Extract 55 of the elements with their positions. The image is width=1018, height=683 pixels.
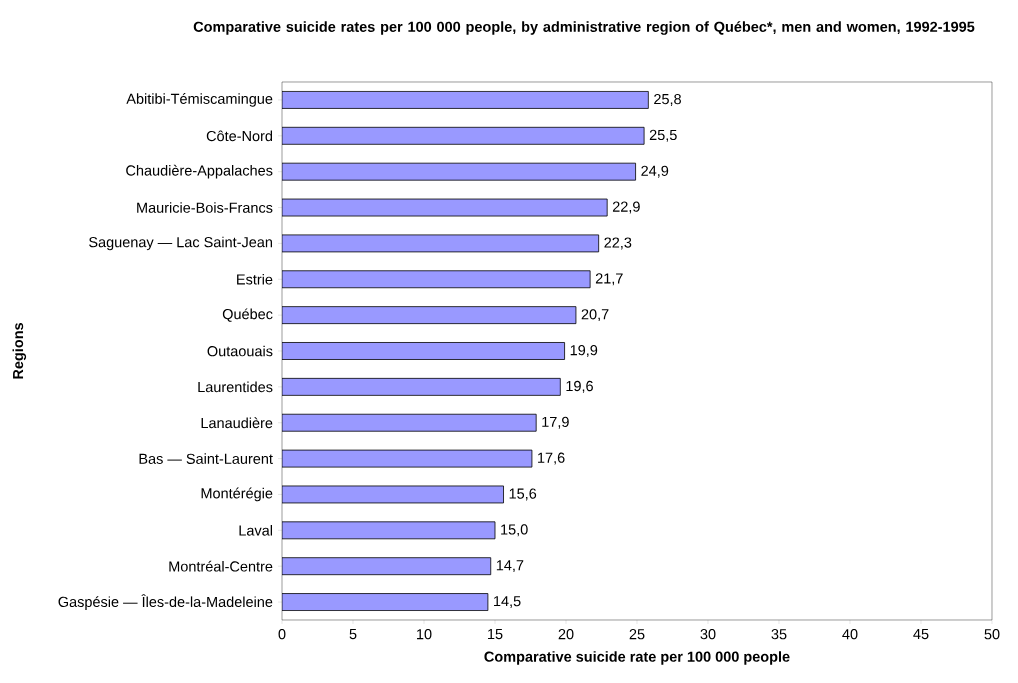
y-axis-title: Regions <box>12 322 27 379</box>
data-label: 15,0 <box>501 524 528 537</box>
data-label: 21,7 <box>595 273 623 286</box>
x-tick-label: 45 <box>913 629 929 640</box>
y-tick-label: Québec <box>222 308 273 322</box>
y-tick-label: Estrie <box>237 273 273 285</box>
x-tick-label: 20 <box>558 629 574 640</box>
y-tick-label: Abitibi-Témiscamingue <box>126 93 273 107</box>
y-tick-label: Outaouais <box>207 345 273 357</box>
data-label: 19,6 <box>566 380 593 393</box>
data-label: 14,7 <box>496 560 524 573</box>
x-tick-label: 50 <box>984 629 1000 640</box>
data-label: 25,8 <box>654 93 681 106</box>
y-tick-label: Mauricie-Bois-Francs <box>137 202 273 213</box>
y-tick-label: Côte-Nord <box>206 130 273 142</box>
bar <box>282 306 577 325</box>
data-label: 17,6 <box>538 452 565 465</box>
x-tick-label: 5 <box>349 629 357 640</box>
y-tick-label: Laurentides <box>198 381 273 393</box>
x-axis-title: Comparative suicide rate per 100 000 people <box>484 651 790 665</box>
bar <box>282 593 489 611</box>
y-tick-label: Lanaudière <box>201 417 273 429</box>
data-label: 19,9 <box>570 345 598 357</box>
bar <box>282 162 636 181</box>
y-tick-label: Gaspésie — Îles-de-la-Madeleine <box>58 594 273 610</box>
x-tick-label: 15 <box>488 629 503 640</box>
x-tick-label: 35 <box>771 629 787 640</box>
y-tick-label: Montérégie <box>201 487 273 502</box>
y-tick-label: Bas — Saint-Laurent <box>139 453 273 464</box>
x-tick-label: 40 <box>842 629 858 640</box>
chart-title: Comparative suicide rates per 100 000 people, by administrative region of Québec*, men and women, 1992-1995 <box>193 21 975 35</box>
x-tick-label: 0 <box>278 629 286 640</box>
x-tick-label: 30 <box>700 629 716 640</box>
y-tick-label: Montréal-Centre <box>169 560 273 572</box>
bar <box>282 557 492 576</box>
x-tick-label: 10 <box>417 629 432 640</box>
data-label: 20,7 <box>581 309 609 322</box>
data-label: 25,5 <box>649 129 677 142</box>
y-tick-label: Chaudière-Appalaches <box>126 164 273 179</box>
y-tick-label: Saguenay — Lac Saint-Jean <box>89 236 272 251</box>
data-label: 17,9 <box>542 416 569 429</box>
x-tick-label: 25 <box>629 629 645 640</box>
bar <box>282 91 649 109</box>
bar <box>282 377 561 396</box>
bar <box>282 126 645 145</box>
data-label: 22,9 <box>612 201 640 214</box>
data-label: 22,3 <box>604 237 632 250</box>
bar <box>282 270 591 289</box>
bar <box>282 342 565 360</box>
data-label: 24,9 <box>641 165 669 178</box>
y-tick-label: Laval <box>239 525 272 536</box>
bar <box>282 521 496 540</box>
data-label: 14,5 <box>494 596 521 608</box>
bar <box>282 413 537 432</box>
data-label: 15,6 <box>509 488 537 501</box>
